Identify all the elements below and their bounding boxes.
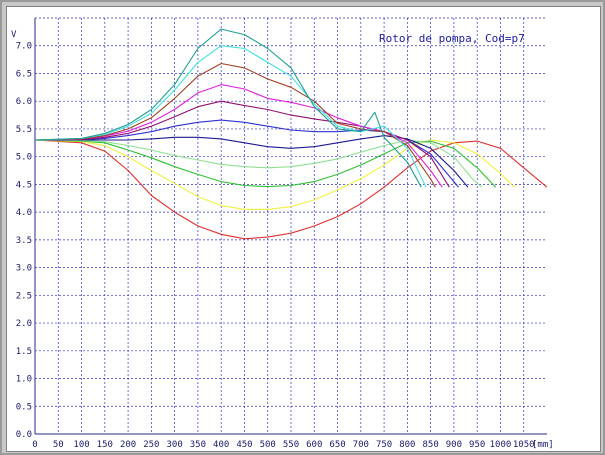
x-tick-label: 350 [190,440,206,450]
x-tick-label: 700 [353,440,369,450]
series-line-6 [34,119,460,188]
x-tick-label: 400 [213,440,229,450]
x-tick-label: 150 [97,440,113,450]
x-tick-label: 650 [329,440,345,450]
series-line-5 [35,135,469,188]
series-line-9 [34,62,436,188]
x-tick-label: 550 [283,440,299,450]
y-tick-label: 0.0 [16,430,32,440]
x-tick-label: 100 [73,440,89,450]
x-tick-label: 200 [120,440,136,450]
y-tick-label: 3.0 [16,264,32,274]
x-tick-label: 850 [423,440,439,450]
chart: 0 50 100 150 200 250 300 350 400 450 500 550 600 650 7… [11,17,554,450]
y-tick-label: 4.0 [16,208,32,218]
x-tick-label: 750 [376,440,392,450]
y-tick-label: 5.5 [16,125,32,135]
grid [35,17,547,434]
x-tick-label: 450 [236,440,252,450]
series-layer [34,28,548,240]
y-tick-label: 5.0 [16,153,32,163]
x-tick-label: 600 [306,440,322,450]
y-tick-label: 3.5 [16,236,32,246]
x-tick-label: 300 [167,440,183,450]
x-tick-label: 900 [446,440,462,450]
series-line-2 [34,139,515,210]
y-tick-label: 1.5 [16,347,32,357]
x-axis-label: [mm] [532,440,554,450]
y-tick-label: 2.5 [16,291,32,301]
series-line-10 [34,45,427,188]
y-tick-label: 1.0 [16,375,32,385]
chart-title: Rotor de pompa, Cod=p7 [379,32,525,45]
x-tick-label: 250 [143,440,159,450]
x-tick-label: 1050 [513,440,535,450]
y-tick-label: 6.0 [16,97,32,107]
x-tick-label: 50 [53,440,64,450]
series-line-4 [34,139,483,188]
x-tick-label: 950 [469,440,485,450]
y-tick-label: 2.0 [16,319,32,329]
tick-labels: 0 50 100 150 200 250 300 350 400 450 500 550 600 650 7… [16,42,535,450]
y-tick-label: 0.5 [16,402,32,412]
series-line-1 [34,139,548,240]
series-line-3 [34,139,497,188]
x-tick-label: 800 [399,440,415,450]
plot-window: 0 50 100 150 200 250 300 350 400 450 500 550 600 650 7… [6,6,601,452]
x-tick-label: 0 [32,440,37,450]
series-line-11 [34,28,422,188]
y-tick-label: 7.0 [16,42,32,52]
axes [34,18,547,435]
y-tick-label: 6.5 [16,69,32,79]
y-tick-label: 4.5 [16,180,32,190]
x-tick-label: 1000 [490,440,512,450]
x-tick-label: 500 [260,440,276,450]
y-axis-label: V [11,30,17,40]
